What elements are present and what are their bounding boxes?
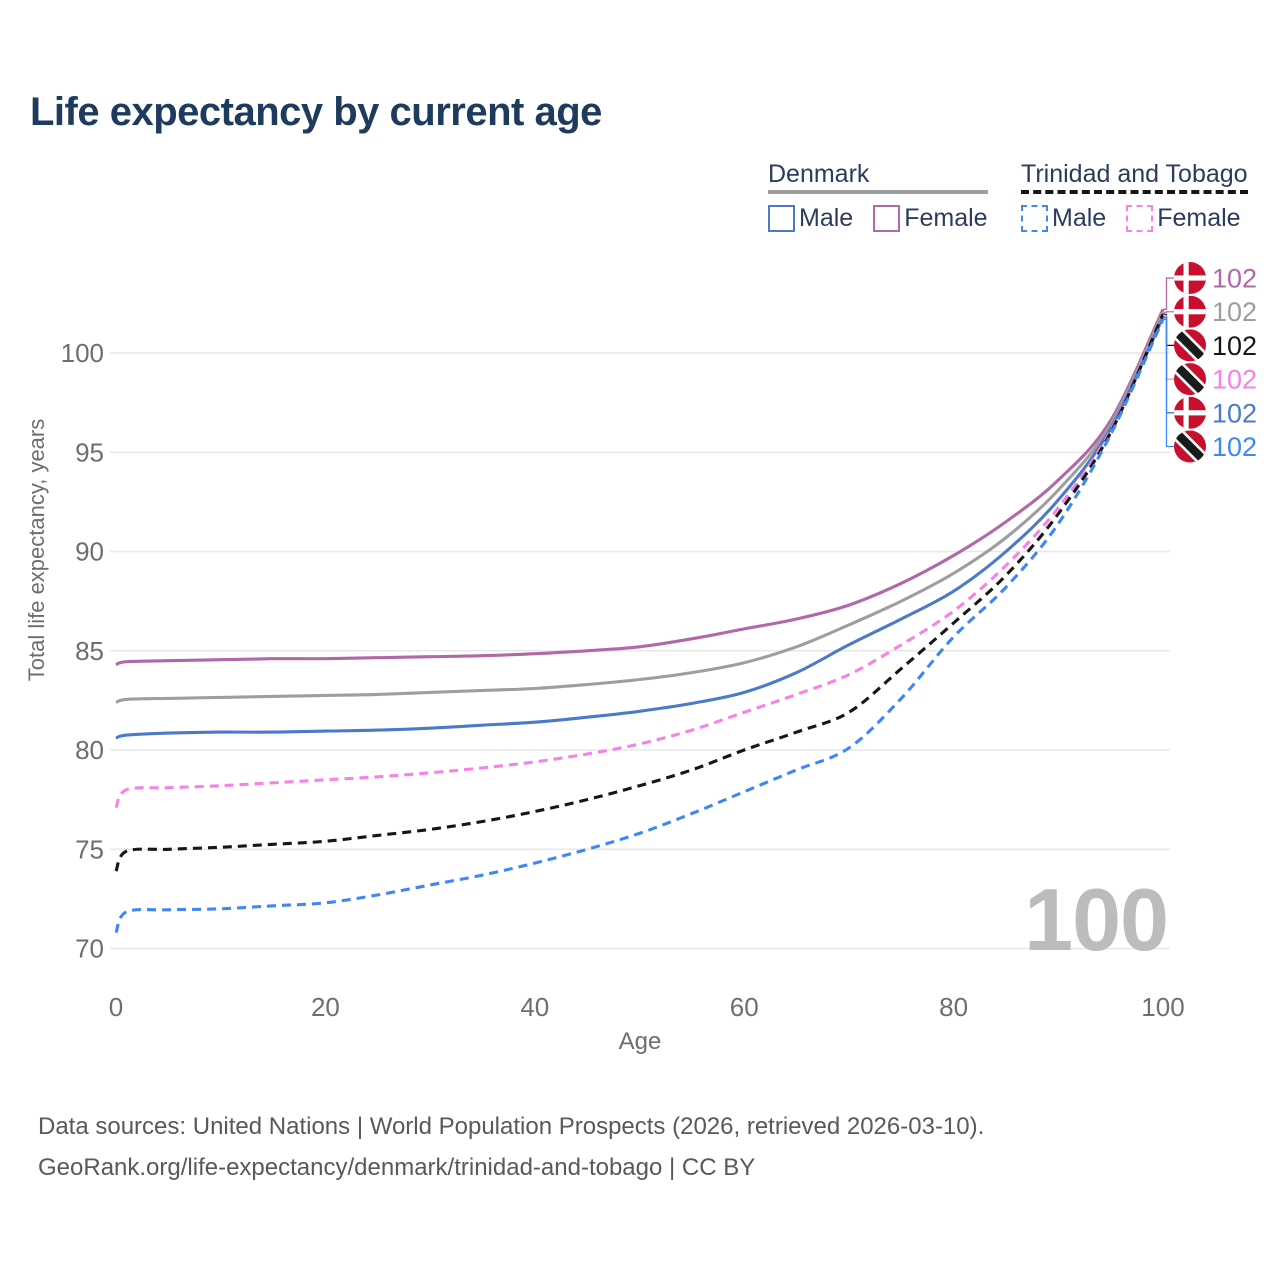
y-tick-label: 90: [75, 537, 104, 567]
y-tick-label: 100: [61, 338, 104, 368]
label-leader-line: [1163, 318, 1174, 448]
x-tick-label: 100: [1141, 992, 1184, 1022]
legend-header-trinidad-and-tobago[interactable]: Trinidad and Tobago: [1021, 160, 1248, 188]
denmark-flag-icon: [1174, 295, 1206, 328]
denmark-flag-icon: [1174, 396, 1206, 429]
x-tick-label: 60: [730, 992, 759, 1022]
legend-item-denmark-female[interactable]: Female: [873, 204, 988, 233]
x-tick-label: 20: [311, 992, 340, 1022]
label-leader-line: [1163, 314, 1174, 380]
y-tick-label: 85: [75, 636, 104, 666]
series-line-trinidad-and-tobago-female: [114, 314, 1165, 809]
checkbox-icon-trinidad-and-tobago-female[interactable]: [1126, 205, 1154, 232]
legend-header-denmark[interactable]: Denmark: [768, 160, 870, 188]
y-tick-label: 70: [75, 934, 104, 964]
series-end-label: 102: [1212, 331, 1257, 361]
y-tick-label: 95: [75, 437, 104, 467]
page-title: Life expectancy by current age: [30, 90, 602, 134]
checkbox-icon-denmark-female[interactable]: [873, 205, 901, 232]
series-end-label: 102: [1212, 297, 1257, 327]
series-end-label: 102: [1212, 264, 1257, 294]
legend-item-label: Male: [799, 204, 854, 232]
trinidad-and-tobago-flag-icon: [1174, 329, 1206, 362]
series-line-denmark-male: [115, 316, 1165, 740]
x-tick-label: 0: [109, 992, 123, 1022]
legend-item-label: Male: [1052, 204, 1107, 232]
y-tick-label: 80: [75, 735, 104, 765]
checkbox-icon-trinidad-and-tobago-male[interactable]: [1021, 205, 1048, 232]
footer: Data sources: United Nations | World Pop…: [38, 1106, 984, 1188]
legend-item-trinidad-and-tobago-male[interactable]: Male: [1021, 204, 1106, 233]
age-indicator: 100: [1024, 870, 1169, 969]
legend-group-trinidad-and-tobago: Trinidad and Tobago Male Female: [1021, 160, 1248, 233]
denmark-flag-icon: [1174, 262, 1206, 294]
legend-item-denmark-male[interactable]: Male: [768, 204, 853, 233]
series-line-denmark-female: [115, 308, 1165, 667]
footer-link: GeoRank.org/life-expectancy/denmark/trin…: [38, 1154, 756, 1181]
series-line-trinidad-and-tobago: [114, 313, 1165, 872]
checkbox-icon-denmark-male[interactable]: [768, 205, 795, 232]
legend-group-denmark: Denmark Male Female: [768, 160, 988, 233]
trinidad-and-tobago-flag-icon: [1174, 430, 1206, 463]
legend-item-trinidad-and-tobago-female[interactable]: Female: [1126, 204, 1241, 233]
x-tick-label: 80: [939, 992, 968, 1022]
x-axis-title: Age: [619, 1028, 662, 1055]
series-line-trinidad-and-tobago-male: [114, 318, 1165, 934]
series-end-label: 102: [1212, 365, 1257, 395]
series-end-label: 102: [1212, 398, 1257, 428]
y-axis-title: Total life expectancy, years: [24, 419, 49, 682]
trinidad-and-tobago-flag-icon: [1174, 363, 1206, 396]
y-tick-label: 75: [75, 834, 104, 864]
label-leader-line: [1163, 316, 1174, 414]
label-leader-line: [1163, 311, 1174, 313]
x-tick-label: 40: [520, 992, 549, 1022]
footer-sources: Data sources: United Nations | World Pop…: [38, 1113, 985, 1140]
label-leader-line: [1163, 277, 1174, 310]
legend-underline-denmark: [768, 190, 988, 194]
series-line-denmark: [115, 311, 1165, 704]
legend-item-label: Female: [904, 204, 988, 232]
series-end-label: 102: [1212, 432, 1257, 462]
legend-item-label: Female: [1157, 204, 1241, 232]
legend-underline-trinidad-and-tobago: [1021, 190, 1248, 194]
